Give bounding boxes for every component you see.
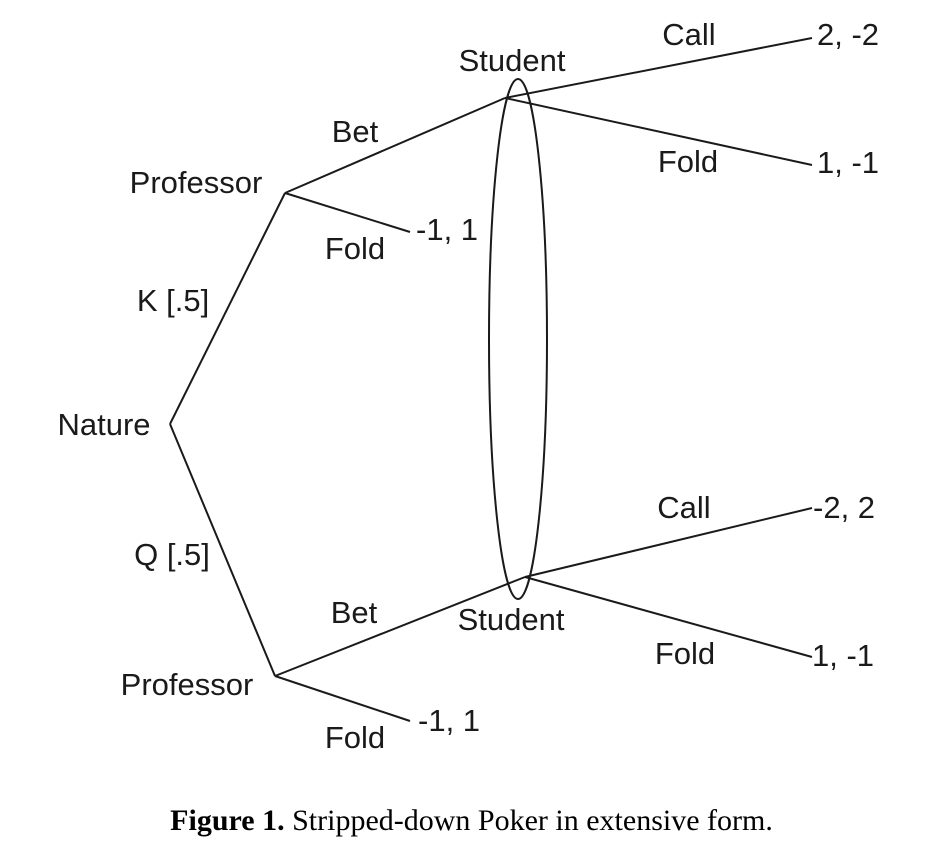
edge-student-top-call [504, 37, 813, 99]
branch-label-nature-king: K [.5] [137, 283, 209, 318]
figure-caption-text: Stripped-down Poker in extensive form. [284, 804, 773, 837]
branch-label-prof-bottom-fold: Fold [325, 720, 385, 755]
payoff-student-top-call: 2, -2 [817, 17, 879, 52]
node-label-professor-bottom: Professor [121, 667, 254, 702]
payoff-prof-bottom-fold: -1, 1 [418, 703, 480, 738]
edge-prof-bottom-bet [274, 576, 526, 677]
edge-student-bottom-call [524, 507, 813, 578]
branch-label-student-bottom-fold: Fold [655, 636, 715, 671]
edge-student-bottom-fold [524, 576, 813, 658]
edge-prof-top-fold [284, 192, 411, 233]
figure-caption-label: Figure 1. [170, 804, 285, 837]
branch-label-prof-bottom-bet: Bet [331, 595, 378, 630]
edge-student-top-fold [504, 97, 813, 166]
payoff-student-top-fold: 1, -1 [817, 145, 879, 180]
figure-caption: Figure 1. Stripped-down Poker in extensi… [0, 804, 943, 838]
branch-label-student-bottom-call: Call [657, 490, 710, 525]
node-label-professor-top: Professor [130, 165, 263, 200]
branch-label-prof-top-bet: Bet [332, 114, 379, 149]
node-label-nature: Nature [57, 407, 150, 442]
edge-nature-king [169, 192, 286, 425]
branch-label-student-top-fold: Fold [658, 144, 718, 179]
edge-prof-top-bet [284, 97, 506, 194]
edge-prof-bottom-fold [274, 675, 411, 722]
branch-label-student-top-call: Call [662, 17, 715, 52]
payoff-prof-top-fold: -1, 1 [416, 212, 478, 247]
node-label-student-bottom: Student [458, 602, 565, 637]
node-label-student-top: Student [459, 43, 566, 78]
payoff-student-bottom-call: -2, 2 [813, 490, 875, 525]
branch-label-prof-top-fold: Fold [325, 231, 385, 266]
edge-nature-queen [169, 423, 276, 677]
student-information-set [488, 78, 548, 600]
branch-label-nature-queen: Q [.5] [134, 537, 210, 572]
payoff-student-bottom-fold: 1, -1 [812, 638, 874, 673]
